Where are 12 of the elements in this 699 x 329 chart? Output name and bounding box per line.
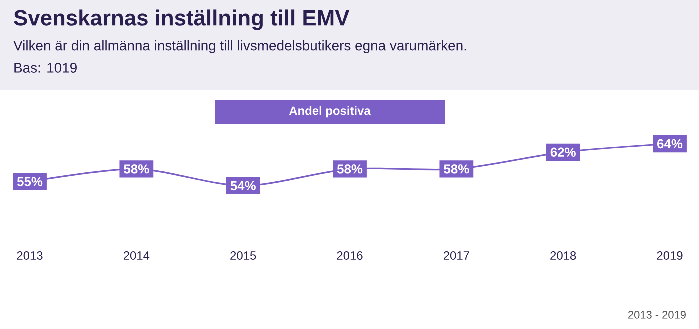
chart-subtitle: Vilken är din allmänna inställning till livsmedelsbutikers egna varumärken. <box>14 40 466 54</box>
x-tick-label: 2019 <box>657 252 683 260</box>
x-tick-label: 2015 <box>230 252 256 260</box>
text: Bas: 1019 <box>14 63 77 73</box>
x-tick-label: 2018 <box>550 252 576 260</box>
x-tick-label: 2014 <box>124 252 150 260</box>
text: Andel positiva <box>289 106 371 118</box>
x-tick-label: 2013 <box>17 252 43 260</box>
x-tick-label: 2017 <box>444 252 470 260</box>
chart-title: Svenskarnas inställning till EMV <box>14 10 350 30</box>
text: 2013 - 2019 <box>628 311 686 319</box>
x-tick-label: 2016 <box>337 252 363 260</box>
